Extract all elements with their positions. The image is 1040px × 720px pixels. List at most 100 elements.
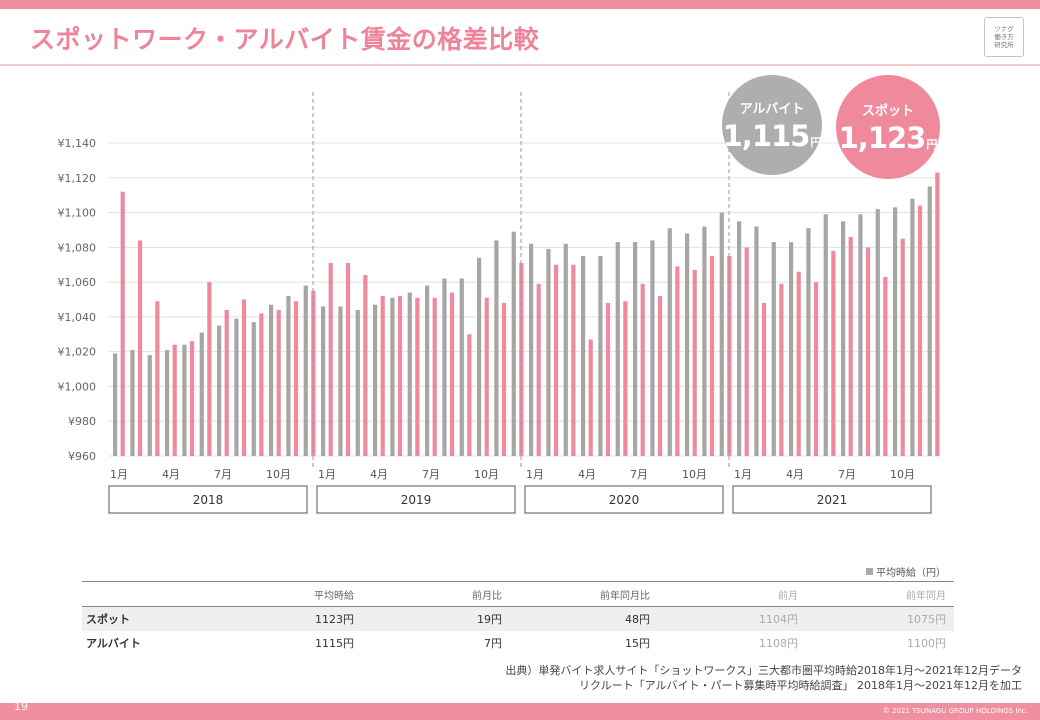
- year-box: [316, 485, 516, 514]
- table-cell: 7円: [484, 637, 502, 650]
- spot-bar: [831, 250, 836, 456]
- x-tick-label: 10月: [890, 468, 915, 481]
- header-cell: 前年同月: [906, 590, 946, 602]
- table-cell: 1123円: [315, 613, 354, 626]
- arbeit-bar: [407, 292, 412, 456]
- table-header-rule: [82, 606, 954, 607]
- year-label: 2019: [401, 493, 432, 507]
- y-tick-label: ¥1,100: [58, 207, 97, 220]
- arbeit-bar: [303, 285, 308, 456]
- arbeit-bar: [477, 257, 482, 456]
- spot-bar: [501, 302, 507, 456]
- y-tick-label: ¥960: [68, 450, 96, 463]
- spot-bar: [692, 269, 697, 456]
- arbeit-bar: [338, 306, 343, 456]
- x-tick-label: 10月: [682, 468, 707, 481]
- page-number: 19: [14, 700, 28, 713]
- arbeit-wage-bubble: アルバイト 1,115円: [722, 75, 822, 175]
- spot-bar: [207, 282, 212, 456]
- arbeit-bubble-unit: 円: [810, 135, 822, 149]
- year-box: [108, 485, 308, 514]
- spot-bar: [605, 302, 611, 456]
- arbeit-bar: [754, 226, 759, 456]
- spot-bar: [709, 256, 715, 456]
- spot-wage-bubble: スポット 1,123円: [836, 75, 940, 179]
- spot-bar: [467, 334, 472, 456]
- arbeit-bar: [875, 209, 880, 456]
- table-top-rule: [82, 581, 954, 582]
- spot-bar: [536, 283, 541, 456]
- arbeit-bar: [598, 256, 603, 456]
- header-cell: 平均時給: [314, 590, 354, 602]
- arbeit-bar: [615, 242, 620, 456]
- arbeit-bar: [355, 309, 360, 456]
- arbeit-bar: [789, 242, 794, 456]
- page-title: スポットワーク・アルバイト賃金の格差比較: [30, 25, 540, 54]
- arbeit-bar: [286, 296, 291, 456]
- spot-bar: [553, 264, 559, 456]
- arbeit-bar: [511, 231, 516, 456]
- year-label: 2021: [817, 493, 848, 507]
- spot-bar: [155, 301, 160, 456]
- arbeit-bar: [529, 243, 534, 456]
- table-cell: 1108円: [759, 637, 798, 650]
- spot-bar: [640, 283, 645, 456]
- spot-bubble-label: スポット: [861, 103, 914, 119]
- arbeit-bar: [425, 285, 430, 456]
- spot-bar: [865, 247, 871, 456]
- arbeit-bar: [806, 228, 811, 456]
- spot-bar: [224, 309, 229, 456]
- spot-bar: [259, 313, 264, 456]
- y-tick-label: ¥1,120: [58, 172, 97, 185]
- arbeit-bar: [546, 249, 551, 456]
- company-logo: ツナグ 働き方 研究所: [984, 17, 1024, 57]
- spot-bar: [189, 341, 195, 456]
- x-tick-label: 1月: [318, 468, 336, 481]
- row-label: スポット: [86, 613, 130, 626]
- arbeit-bubble-value: 1,115: [722, 118, 811, 153]
- arbeit-bar: [130, 349, 135, 456]
- spot-bar: [848, 236, 853, 456]
- spot-bar: [328, 262, 333, 456]
- logo-line-1: ツナグ: [994, 25, 1014, 33]
- spot-bar: [917, 205, 923, 456]
- year-box: [524, 485, 724, 514]
- legend-swatch-icon: [866, 568, 873, 575]
- y-tick-label: ¥1,040: [58, 311, 97, 324]
- spot-bar: [675, 266, 680, 456]
- x-tick-label: 1月: [734, 468, 752, 481]
- spot-bar: [588, 339, 593, 456]
- header-cell: 前月比: [472, 590, 502, 602]
- top-accent-bar: [0, 0, 1040, 9]
- spot-bar: [623, 301, 628, 456]
- spot-bar: [137, 240, 143, 456]
- x-tick-label: 1月: [110, 468, 128, 481]
- table-cell: 1100円: [907, 637, 946, 650]
- wage-comparison-table: 平均時給 前月比 前年同月比 前月 前年同月 スポット 1123円 19円 48…: [82, 581, 954, 655]
- spot-bar: [449, 292, 455, 456]
- spot-bar: [172, 344, 177, 456]
- copyright-text: © 2021 TSUNAGU GROUP HOLDINGS Inc.: [882, 707, 1028, 715]
- arbeit-bubble-label: アルバイト: [739, 101, 805, 117]
- spot-bar: [363, 275, 368, 456]
- spot-bar: [415, 297, 420, 456]
- x-tick-label: 7月: [422, 468, 440, 481]
- spot-bar: [380, 296, 385, 456]
- header-cell: 前月: [778, 590, 798, 602]
- arbeit-bar: [269, 304, 274, 456]
- arbeit-bar: [165, 349, 170, 456]
- spot-bar: [883, 276, 888, 456]
- arbeit-bar: [217, 325, 222, 456]
- spot-bubble-unit: 円: [926, 137, 938, 151]
- arbeit-bar: [893, 207, 898, 456]
- table-row: アルバイト 1115円 7円 15円 1108円 1100円: [82, 631, 954, 655]
- spot-bar: [345, 262, 351, 456]
- table-legend-label: 平均時給（円）: [876, 568, 946, 579]
- arbeit-bar: [823, 214, 828, 456]
- x-tick-label: 4月: [578, 468, 596, 481]
- spot-bar: [276, 309, 281, 456]
- spot-bar: [900, 238, 905, 456]
- x-tick-label: 4月: [786, 468, 804, 481]
- x-tick-label: 7月: [630, 468, 648, 481]
- arbeit-bar: [442, 278, 447, 456]
